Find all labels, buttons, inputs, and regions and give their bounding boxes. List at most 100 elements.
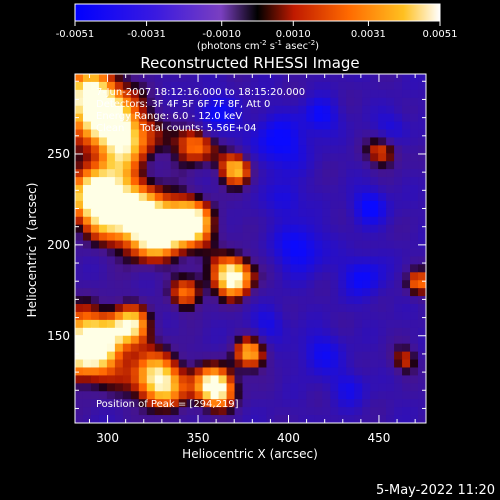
heatmap-cell <box>178 407 188 416</box>
heatmap-cell <box>378 185 387 194</box>
heatmap-cell <box>306 153 315 162</box>
heatmap-cell <box>402 89 411 99</box>
heatmap-cell <box>330 177 339 186</box>
heatmap-cell <box>378 169 387 178</box>
heatmap-cell <box>210 327 220 337</box>
heatmap-cell <box>402 185 411 194</box>
heatmap-cell <box>98 280 108 289</box>
heatmap-cell <box>242 224 252 234</box>
heatmap-cell <box>378 113 387 123</box>
heatmap-cell <box>410 169 419 178</box>
heatmap-cell <box>274 264 284 273</box>
heatmap-cell <box>306 232 315 242</box>
heatmap-cell <box>354 200 363 210</box>
heatmap-cell <box>346 224 355 234</box>
heatmap-cell <box>250 208 260 218</box>
heatmap-cell <box>114 399 124 408</box>
heatmap-cell <box>234 240 244 250</box>
heatmap-cell <box>306 113 315 123</box>
heatmap-cell <box>130 208 140 218</box>
heatmap-cell <box>362 129 371 139</box>
heatmap-cell <box>122 224 132 234</box>
heatmap-cell <box>330 319 339 329</box>
heatmap-cell <box>338 288 347 297</box>
heatmap-cell <box>282 89 291 99</box>
heatmap-cell <box>138 97 148 107</box>
heatmap-cell <box>418 216 426 226</box>
heatmap-cell <box>370 121 379 131</box>
heatmap-cell <box>210 105 220 115</box>
heatmap-cell <box>386 359 395 369</box>
heatmap-cell <box>370 97 379 107</box>
heatmap-cell <box>210 383 220 392</box>
heatmap-cell <box>242 383 252 392</box>
heatmap-cell <box>154 74 164 83</box>
heatmap-cell <box>162 391 172 400</box>
heatmap-cell <box>306 121 315 131</box>
heatmap-cell <box>138 145 148 154</box>
heatmap-cell <box>194 304 204 313</box>
heatmap-cell <box>98 327 108 337</box>
heatmap-cell <box>194 153 204 162</box>
heatmap-cell <box>258 177 268 186</box>
heatmap-cell <box>186 304 196 313</box>
heatmap-cell <box>362 375 371 384</box>
heatmap-cell <box>354 359 363 369</box>
heatmap-cell <box>250 367 260 377</box>
heatmap-cell <box>226 280 236 289</box>
heatmap-cell <box>314 391 323 400</box>
heatmap-cell <box>242 232 252 242</box>
heatmap-cell <box>178 137 188 146</box>
heatmap-cell <box>250 113 260 123</box>
heatmap-cell <box>82 216 92 226</box>
heatmap-cell <box>154 399 164 408</box>
heatmap-cell <box>122 161 132 170</box>
heatmap-cell <box>402 232 411 242</box>
heatmap-cell <box>170 272 180 281</box>
chart-title: Reconstructed RHESSI Image <box>140 54 359 72</box>
heatmap-cell <box>354 343 363 353</box>
heatmap-cell <box>282 391 291 400</box>
heatmap-cell <box>250 200 260 210</box>
heatmap-cell <box>346 280 355 289</box>
heatmap-cell <box>226 129 236 139</box>
heatmap-cell <box>130 327 140 337</box>
heatmap-cell <box>146 192 156 202</box>
heatmap-cell <box>290 272 299 281</box>
heatmap-cell <box>282 288 291 297</box>
heatmap-cell <box>114 256 124 265</box>
heatmap-cell <box>82 407 92 416</box>
heatmap-cell <box>122 256 132 265</box>
heatmap-cell <box>314 153 323 162</box>
heatmap-cell <box>194 89 204 99</box>
heatmap-cell <box>258 359 268 369</box>
heatmap-cell <box>122 304 132 313</box>
heatmap-cell <box>274 113 284 123</box>
heatmap-cell <box>394 304 403 313</box>
heatmap-cell <box>234 121 244 131</box>
heatmap-cell <box>234 327 244 337</box>
heatmap-cell <box>146 113 156 123</box>
heatmap-cell <box>162 319 172 329</box>
heatmap-cell <box>394 185 403 194</box>
heatmap-cell <box>218 248 228 258</box>
heatmap-cell <box>210 185 220 194</box>
heatmap-cell <box>386 327 395 337</box>
heatmap-cell <box>138 169 148 178</box>
heatmap-cell <box>122 327 132 337</box>
heatmap-cell <box>282 343 291 353</box>
heatmap-cell <box>410 327 419 337</box>
heatmap-cell <box>106 319 116 329</box>
heatmap-cell <box>290 399 299 408</box>
heatmap-cell <box>402 391 411 400</box>
heatmap-cell <box>194 359 204 369</box>
heatmap-cell <box>186 359 196 369</box>
heatmap-cell <box>226 391 236 400</box>
heatmap-cell <box>418 200 426 210</box>
heatmap-cell <box>378 296 387 305</box>
heatmap-cell <box>322 89 331 99</box>
heatmap-cell <box>338 224 347 234</box>
heatmap-cell <box>146 359 156 369</box>
heatmap-cell <box>82 415 92 423</box>
heatmap-cell <box>410 81 419 91</box>
